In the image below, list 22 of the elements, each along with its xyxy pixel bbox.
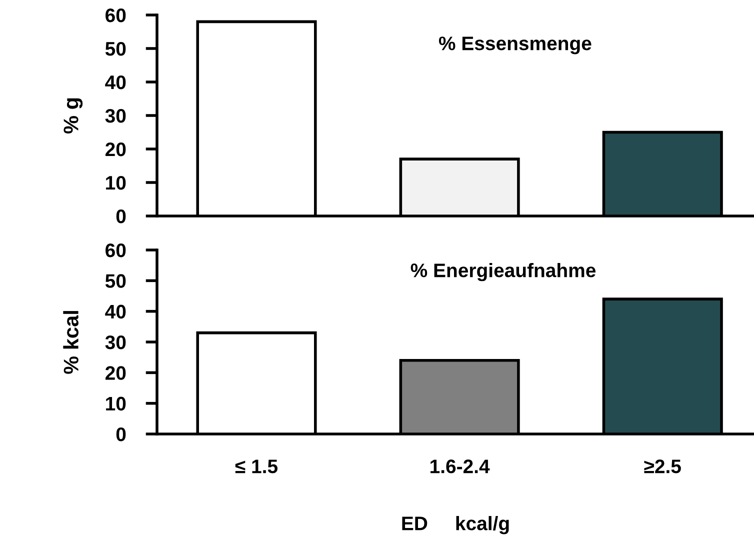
y-tick-label: 10 (106, 176, 126, 190)
x-axis-title: ED kcal/g (402, 516, 509, 534)
y-tick-label: 40 (105, 304, 126, 319)
x-tick-label: ≥2.5 (644, 460, 681, 474)
y-tick-label: 30 (105, 335, 126, 350)
x-tick-label: 1.6-2.4 (430, 460, 490, 474)
y-tick-label: 0 (116, 209, 126, 224)
y-tick-label: 60 (106, 243, 126, 258)
x-tick-label: ≤ 1.5 (235, 460, 278, 474)
y-tick-label: 20 (105, 142, 126, 156)
y-tick-label: 20 (105, 366, 126, 380)
text: % Energieaufnahme (410, 262, 596, 282)
y-tick-label: 0 (116, 427, 126, 442)
y-tick-label: 60 (106, 8, 126, 22)
y-tick-label: 30 (105, 108, 126, 123)
y-axis-title: % g (64, 98, 83, 134)
text: % Essensmenge (438, 36, 592, 54)
y-tick-label: 50 (105, 274, 126, 288)
y-tick-label: 10 (106, 396, 126, 411)
y-tick-label: 40 (105, 75, 126, 90)
y-tick-label: 50 (105, 42, 126, 56)
y-axis-title: % kcal (63, 311, 78, 374)
